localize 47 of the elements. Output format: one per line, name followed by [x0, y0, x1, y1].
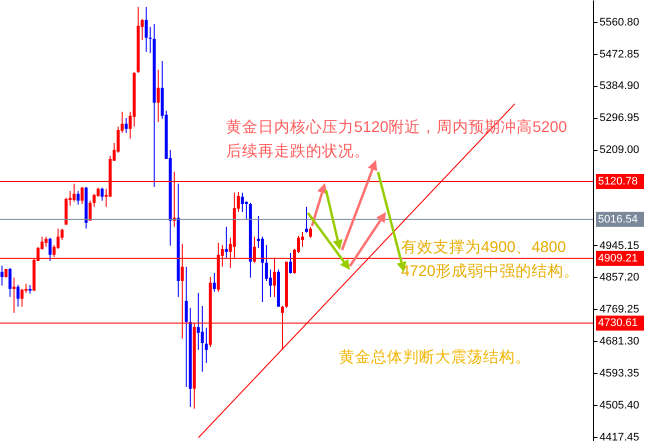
y-tick-label: 4769.25 — [600, 304, 640, 316]
ref-line-label: 4909.21 — [598, 252, 638, 264]
candlestick — [80, 186, 84, 204]
y-tick-label: 5296.95 — [600, 112, 640, 124]
annotation: 后续再走跌的状况。 — [226, 142, 370, 160]
y-tick-label: 4505.40 — [600, 399, 640, 412]
y-tick-label: 4857.20 — [600, 272, 640, 284]
candlestick — [200, 305, 204, 372]
y-tick-label: 4945.15 — [600, 240, 640, 252]
candlestick — [20, 288, 24, 308]
y-tick-label: 4681.30 — [600, 336, 640, 348]
y-tick-label: 5209.00 — [600, 144, 640, 156]
candlestick — [0, 265, 4, 286]
ref-line-label: 5120.78 — [598, 176, 638, 188]
candlestick — [309, 226, 312, 238]
ref-line-label: 4730.61 — [598, 317, 638, 330]
annotation: 有效支撑为4900、4800 — [401, 238, 566, 256]
candlestick — [196, 292, 200, 350]
candlestick — [100, 187, 104, 202]
candlestick — [44, 236, 48, 248]
candlestick — [224, 226, 228, 258]
y-tick-label: 5384.90 — [600, 80, 640, 92]
candlestick — [12, 277, 16, 314]
candlestick — [204, 327, 208, 364]
candlestick — [184, 266, 188, 388]
candlestick — [8, 267, 12, 298]
y-tick-label: 5472.85 — [600, 48, 640, 60]
ref-line-label: 5016.54 — [598, 213, 638, 226]
candlestick — [48, 237, 52, 262]
candlestick — [76, 190, 80, 206]
candlestick — [264, 244, 268, 282]
candlestick — [156, 69, 160, 122]
y-tick-label: 4417.45 — [600, 431, 640, 441]
candlestick — [260, 236, 264, 302]
annotation: 黄金总体判断大震荡结构。 — [339, 348, 531, 366]
y-tick-label: 4593.35 — [600, 368, 640, 380]
candlestick — [305, 206, 308, 234]
candlestick — [148, 26, 152, 54]
candlestick — [240, 192, 244, 212]
candlestick — [288, 252, 292, 274]
annotation: 4720形成弱中强的结构。 — [401, 262, 580, 280]
candlestick — [212, 272, 216, 292]
candlestick — [16, 284, 20, 308]
candlestick — [124, 117, 128, 134]
candlestick — [144, 6, 148, 52]
candlestick — [244, 200, 248, 220]
y-tick-label: 5560.80 — [600, 16, 640, 28]
